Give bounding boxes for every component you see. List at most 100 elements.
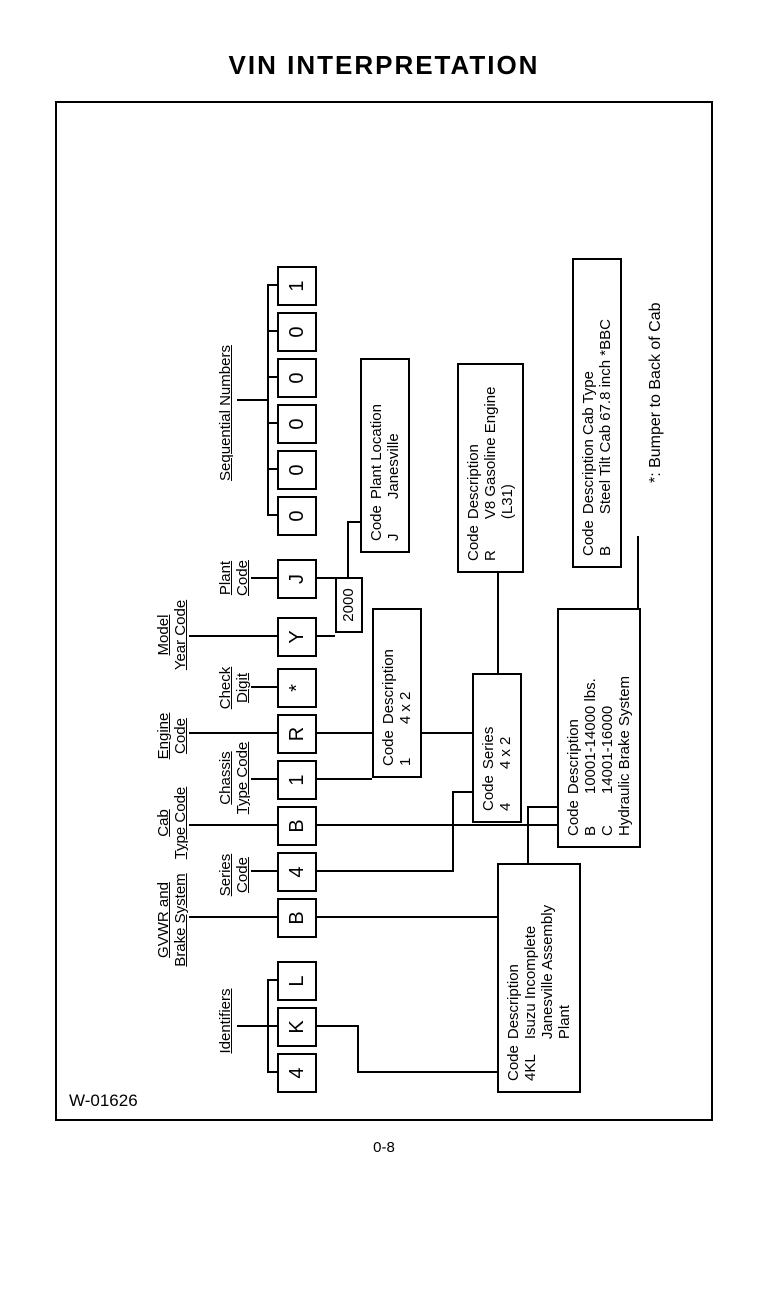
vin-char-9: Y [277,617,317,657]
lookup-plant: CodePlant LocationJJanesville [360,358,410,553]
footnote-bbc: *: Bumper to Back of Cab [647,302,665,483]
connector-line [189,824,267,826]
lookup-gvwr_brake: CodeDescriptionB10001-14000 lbs.C14001-1… [557,608,641,848]
vin-char-10: J [277,559,317,599]
lookup-table: CodeDescription4KLIsuzu IncompleteJanesv… [505,899,573,1081]
lookup-cell: J [385,499,402,541]
lookup-header: Code [380,724,397,766]
vin-char-2: L [277,961,317,1001]
connector-line [317,1025,357,1027]
lookup-header: Description [380,643,397,724]
connector-line [267,732,277,734]
label-series_code: SeriesCode [217,840,252,910]
connector-line [267,635,277,637]
connector-line [317,635,335,637]
label-model_year_code: ModelYear Code [155,585,190,685]
lookup-cell: Isuzu IncompleteJanesville AssemblyPlant [522,899,573,1039]
lookup-chassis_type: CodeDescription14 x 2 [372,608,422,778]
lookup-cell: 4KL [522,1039,573,1081]
connector-line [267,686,277,688]
table-row: 44 x 2 [497,721,514,811]
label-check_digit: CheckDigit [217,653,252,723]
connector-line [267,778,277,780]
lookup-table: CodeDescriptionRV8 Gasoline Engine(L31) [465,381,516,561]
lookup-cell: 4 x 2 [397,643,414,724]
diagram-rotated-content: 4KLB4B1R*YJ000001 IdentifiersGVWR andBra… [57,103,715,1123]
lookup-cell: B [597,514,614,556]
label-chassis_type_code: ChassisType Code [217,733,252,823]
lookup-header: Description [565,672,582,794]
lookup-table: CodePlant LocationJJanesville [368,398,402,541]
connector-line [237,399,267,401]
label-cab_type_code: CabType Code [155,778,190,868]
connector-line [251,870,267,872]
vin-char-14: 0 [277,358,317,398]
table-row: B10001-14000 lbs. [582,672,599,836]
connector-line [267,916,277,918]
connector-line [267,286,269,516]
lookup-series: CodeSeries44 x 2 [472,673,522,823]
table-row: 14 x 2 [397,643,414,766]
label-engine_code: EngineCode [155,701,190,771]
connector-line [452,793,454,872]
model-year-value-box: 2000 [335,577,363,633]
lookup-footer: Hydraulic Brake System [616,620,633,836]
lookup-header: Description [465,381,482,520]
lookup-cab_type: CodeDescription Cab TypeBSteel Tilt Cab … [572,258,622,568]
table-row: JJanesville [385,398,402,541]
table-row: 4KLIsuzu IncompleteJanesville AssemblyPl… [522,899,573,1081]
lookup-cell: 14001-16000 [599,672,616,794]
connector-line [637,536,639,538]
lookup-header: Code [505,1039,522,1081]
connector-line [267,870,277,872]
lookup-header: Description Cab Type [580,313,597,514]
lookup-header: Series [480,721,497,770]
vin-char-8: * [277,668,317,708]
lookup-cell: B [582,794,599,836]
lookup-cell: Steel Tilt Cab 67.8 inch *BBC [597,313,614,514]
lookup-cell: C [599,794,616,836]
table-row: BSteel Tilt Cab 67.8 inch *BBC [597,313,614,556]
connector-line [251,577,267,579]
lookup-header: Description [505,899,522,1039]
lookup-header: Plant Location [368,398,385,499]
connector-line [189,635,267,637]
label-identifiers: Identifiers [217,961,234,1081]
lookup-table: CodeSeries44 x 2 [480,721,514,811]
connector-line [347,521,360,523]
drawing-number: W-01626 [69,1091,138,1111]
lookup-header: Code [465,519,482,561]
connector-line [452,791,472,793]
connector-line [251,778,267,780]
lookup-identifiers: CodeDescription4KLIsuzu IncompleteJanesv… [497,863,581,1093]
lookup-table: CodeDescriptionB10001-14000 lbs.C14001-1… [565,672,616,836]
label-sequential: Sequential Numbers [217,313,234,513]
lookup-header: Code [580,514,597,556]
lookup-cell: 4 [497,769,514,811]
lookup-cell: V8 Gasoline Engine(L31) [482,381,516,520]
connector-line [267,824,277,826]
connector-line [317,778,372,780]
connector-line [267,981,269,1073]
lookup-engine: CodeDescriptionRV8 Gasoline Engine(L31) [457,363,524,573]
connector-line [251,686,267,688]
label-gvwr: GVWR andBrake System [155,855,190,985]
vin-char-1: K [277,1007,317,1047]
vin-char-12: 0 [277,450,317,490]
connector-line [237,1025,267,1027]
lookup-table: CodeDescription Cab TypeBSteel Tilt Cab … [580,313,614,556]
connector-line [357,1071,497,1073]
lookup-cell: 1 [397,724,414,766]
connector-line [317,916,527,918]
lookup-header: Code [480,769,497,811]
vin-char-6: 1 [277,760,317,800]
connector-line [527,806,557,808]
table-row: RV8 Gasoline Engine(L31) [482,381,516,561]
connector-line [267,577,277,579]
lookup-cell: 10001-14000 lbs. [582,672,599,794]
connector-line [357,1025,359,1073]
label-plant_code: PlantCode [217,543,252,613]
connector-line [347,523,349,579]
vin-char-16: 1 [277,266,317,306]
vin-char-11: 0 [277,496,317,536]
